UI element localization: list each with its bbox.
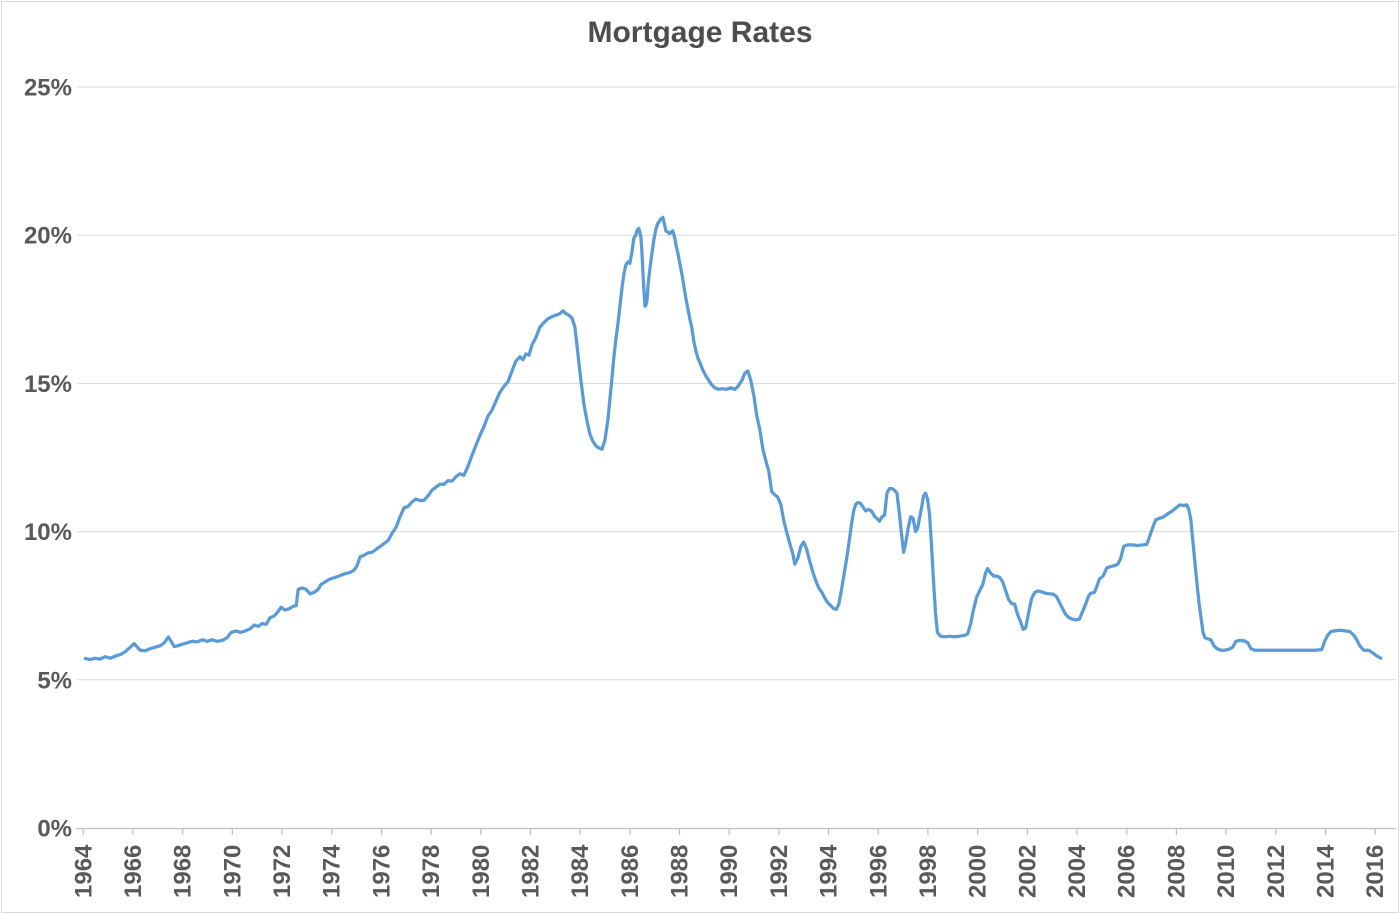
x-axis-label-1972: 1972	[269, 845, 296, 898]
x-axis-label-1974: 1974	[319, 844, 346, 898]
y-axis-label-25%: 25%	[24, 75, 72, 102]
y-axis-label-10%: 10%	[24, 519, 72, 546]
x-axis-label-1998: 1998	[915, 845, 942, 898]
x-axis-label-2008: 2008	[1163, 845, 1190, 898]
x-axis-label-1976: 1976	[368, 845, 395, 898]
x-axis-label-1992: 1992	[766, 845, 793, 898]
x-axis-label-2002: 2002	[1014, 845, 1041, 898]
x-axis-label-1964: 1964	[70, 844, 97, 898]
x-axis-label-1994: 1994	[816, 844, 843, 898]
x-axis-label-1968: 1968	[170, 845, 197, 898]
x-axis-label-1980: 1980	[468, 845, 495, 898]
y-axis-label-15%: 15%	[24, 371, 72, 398]
x-axis-label-2016: 2016	[1362, 845, 1389, 898]
y-axis-label-0%: 0%	[37, 816, 72, 843]
x-axis-label-1982: 1982	[517, 845, 544, 898]
x-axis-label-2012: 2012	[1263, 845, 1290, 898]
x-axis-label-1990: 1990	[716, 845, 743, 898]
x-axis-label-2004: 2004	[1064, 844, 1091, 898]
chart-title: Mortgage Rates	[587, 16, 813, 49]
x-axis-label-2006: 2006	[1114, 845, 1141, 898]
x-axis-label-2000: 2000	[965, 845, 992, 898]
y-axis-label-20%: 20%	[24, 223, 72, 250]
x-axis-label-1966: 1966	[120, 845, 147, 898]
x-axis-label-2010: 2010	[1213, 845, 1240, 898]
x-axis-label-1984: 1984	[567, 844, 594, 898]
x-axis-label-1988: 1988	[667, 845, 694, 898]
y-axis-label-5%: 5%	[37, 667, 72, 694]
x-axis-label-1996: 1996	[865, 845, 892, 898]
x-axis-label-2014: 2014	[1312, 844, 1339, 898]
mortgage-rate-line	[83, 215, 1383, 662]
x-axis-label-1970: 1970	[219, 845, 246, 898]
x-axis-label-1978: 1978	[418, 845, 445, 898]
x-axis-label-1986: 1986	[617, 845, 644, 898]
